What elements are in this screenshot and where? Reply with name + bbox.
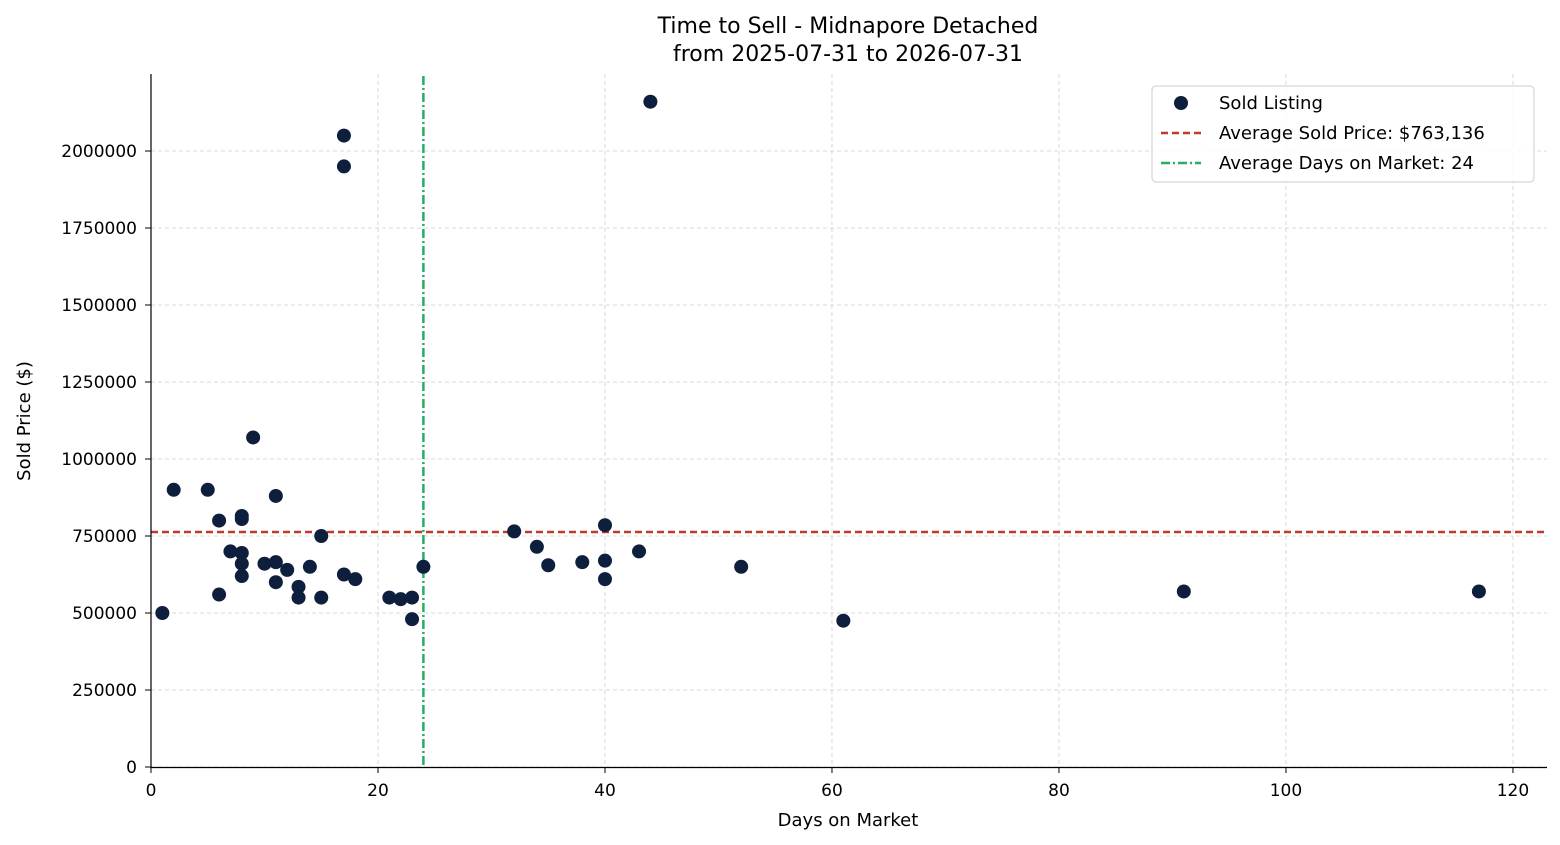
sold-listing-point (336, 567, 351, 582)
y-tick-label: 1500000 (61, 296, 137, 316)
x-axis-ticks: 0 20 40 60 80 100 120 (146, 767, 1529, 801)
sold-listing-point (336, 159, 351, 174)
sold-listing-point (212, 587, 227, 602)
sold-listing-point (575, 555, 590, 570)
sold-listing-point (268, 555, 283, 570)
sold-listing-point (246, 430, 261, 445)
chart-title: Time to Sell - Midnapore Detached (657, 14, 1039, 39)
sold-listing-point (1176, 584, 1191, 599)
sold-listing-point (597, 518, 612, 533)
y-tick-label: 250000 (72, 681, 137, 701)
x-tick-label: 100 (1270, 781, 1302, 801)
y-tick-label: 2000000 (61, 142, 137, 162)
sold-listing-point (314, 590, 329, 605)
legend-label-sold-listing: Sold Listing (1219, 93, 1323, 114)
legend-label-avg-price: Average Sold Price: $763,136 (1219, 123, 1485, 144)
sold-listing-point (405, 612, 420, 627)
reference-lines (151, 76, 1547, 767)
sold-listing-point (280, 562, 295, 577)
sold-listing-point (1471, 584, 1486, 599)
y-tick-label: 1750000 (61, 219, 137, 239)
sold-listing-point (314, 529, 329, 543)
sold-listing-point (302, 559, 317, 574)
sold-listing-point (155, 606, 170, 620)
y-tick-label: 750000 (72, 527, 137, 547)
x-tick-label: 20 (367, 781, 389, 801)
sold-listing-point (234, 569, 249, 584)
y-axis-ticks: 0 250000 500000 750000 1000000 1250000 1500000… (61, 142, 151, 778)
x-tick-label: 60 (821, 781, 843, 801)
sold-listing-point (166, 482, 181, 497)
legend-label-avg-days: Average Days on Market: 24 (1219, 153, 1474, 174)
y-tick-label: 1250000 (61, 373, 137, 393)
sold-listing-point (257, 556, 272, 571)
sold-listing-point (632, 544, 647, 559)
x-tick-label: 80 (1048, 781, 1070, 801)
data-points (155, 94, 1486, 628)
sold-listing-point (291, 590, 306, 605)
y-axis-label: Sold Price ($) (14, 361, 35, 481)
legend-marker-sold-listing (1174, 96, 1188, 110)
y-tick-label: 500000 (72, 604, 137, 624)
sold-listing-point (734, 559, 749, 574)
sold-listing-point (234, 556, 249, 571)
sold-listing-point (234, 545, 249, 560)
chart-subtitle: from 2025-07-31 to 2026-07-31 (673, 42, 1023, 67)
sold-listing-point (529, 539, 544, 554)
sold-listing-point (268, 488, 283, 503)
x-tick-label: 0 (146, 781, 157, 801)
sold-listing-point (268, 575, 283, 590)
sold-listing-point (382, 590, 397, 605)
legend: Sold Listing Average Sold Price: $763,13… (1151, 85, 1535, 183)
sold-listing-point (507, 524, 522, 539)
sold-listing-point (291, 579, 306, 594)
sold-listing-point (200, 482, 215, 497)
x-tick-label: 120 (1497, 781, 1529, 801)
sold-listing-point (643, 94, 658, 109)
sold-listing-point (212, 513, 227, 528)
sold-listing-point (416, 559, 431, 574)
sold-listing-point (405, 590, 420, 605)
x-tick-label: 40 (594, 781, 616, 801)
sold-listing-point (336, 128, 351, 143)
x-axis-label: Days on Market (778, 810, 919, 831)
sold-listing-point (541, 558, 556, 573)
sold-listing-point (597, 553, 612, 568)
sold-listing-point (393, 592, 408, 607)
sold-listing-point (223, 544, 238, 559)
sold-listing-point (234, 512, 249, 527)
sold-listing-point (348, 572, 363, 587)
y-tick-label: 0 (126, 758, 137, 778)
sold-listing-point (597, 572, 612, 587)
sold-listing-point (836, 613, 851, 628)
legend-box (1151, 85, 1535, 183)
y-tick-label: 1000000 (61, 450, 137, 470)
